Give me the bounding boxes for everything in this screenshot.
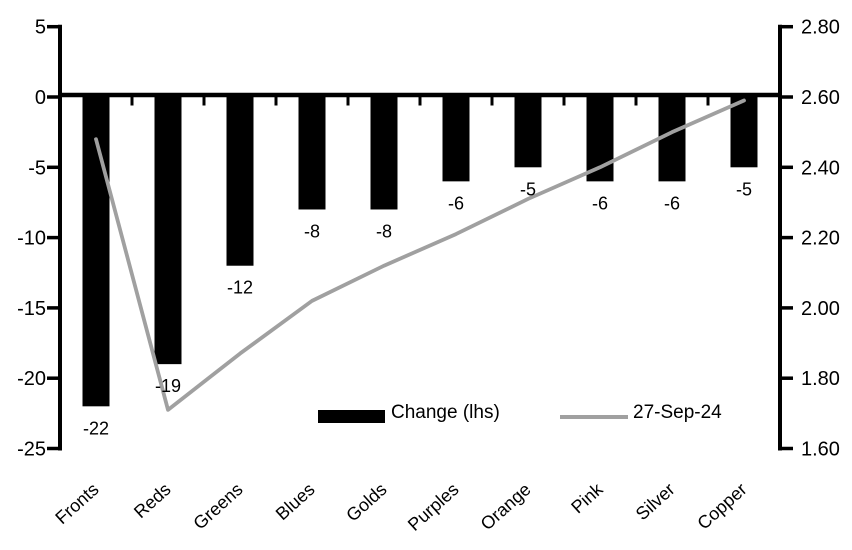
category-label-blues: Blues: [272, 479, 319, 524]
bar-blues: [298, 96, 326, 210]
legend-label-change-lhs: Change (lhs): [391, 402, 500, 423]
right-axis-tick-label: 2.60: [801, 87, 840, 109]
bar-label-orange: -5: [520, 179, 536, 199]
bar-copper: [730, 96, 758, 168]
right-axis-tick-label: 1.80: [801, 368, 840, 390]
category-label-reds: Reds: [130, 479, 175, 522]
category-label-copper: Copper: [693, 479, 750, 533]
bar-label-purples: -6: [448, 193, 464, 213]
left-axis-tick-label: -10: [17, 228, 46, 250]
bar-golds: [370, 96, 398, 210]
bar-purples: [442, 96, 470, 182]
legend-bar-swatch: [318, 410, 385, 423]
bar-fronts: [82, 96, 110, 407]
right-axis-tick-label: 1.60: [801, 439, 840, 461]
legend-label-27-sep-24: 27-Sep-24: [633, 402, 722, 423]
category-label-golds: Golds: [342, 479, 390, 525]
category-label-greens: Greens: [189, 479, 246, 533]
left-axis-tick-label: 5: [35, 17, 46, 39]
right-axis-tick-label: 2.00: [801, 298, 840, 320]
left-axis-tick-label: -25: [17, 439, 46, 461]
bar-reds: [154, 96, 182, 365]
bar-label-greens: -12: [227, 278, 253, 298]
right-axis-tick-label: 2.40: [801, 157, 840, 179]
bar-label-fronts: -22: [83, 418, 109, 438]
left-axis-tick-label: 0: [35, 87, 46, 109]
left-axis-tick-label: -5: [28, 157, 46, 179]
bar-label-reds: -19: [155, 376, 181, 396]
bar-label-silver: -6: [664, 193, 680, 213]
bar-silver: [658, 96, 686, 182]
category-label-silver: Silver: [632, 479, 679, 524]
bar-label-copper: -5: [736, 179, 752, 199]
category-label-purples: Purples: [404, 479, 463, 535]
bar-orange: [514, 96, 542, 168]
line-27-sep-24: [94, 98, 746, 412]
legend-line-swatch: [560, 415, 628, 419]
left-axis-tick-label: -15: [17, 298, 46, 320]
right-axis-tick-label: 2.80: [801, 17, 840, 39]
bar-label-golds: -8: [376, 221, 392, 241]
category-label-orange: Orange: [477, 479, 535, 534]
bar-label-pink: -6: [592, 193, 608, 213]
right-axis-tick-label: 2.20: [801, 228, 840, 250]
category-label-fronts: Fronts: [51, 479, 102, 528]
bar-greens: [226, 96, 254, 266]
left-axis-tick-label: -20: [17, 368, 46, 390]
bar-label-blues: -8: [304, 221, 320, 241]
category-label-pink: Pink: [567, 478, 607, 517]
